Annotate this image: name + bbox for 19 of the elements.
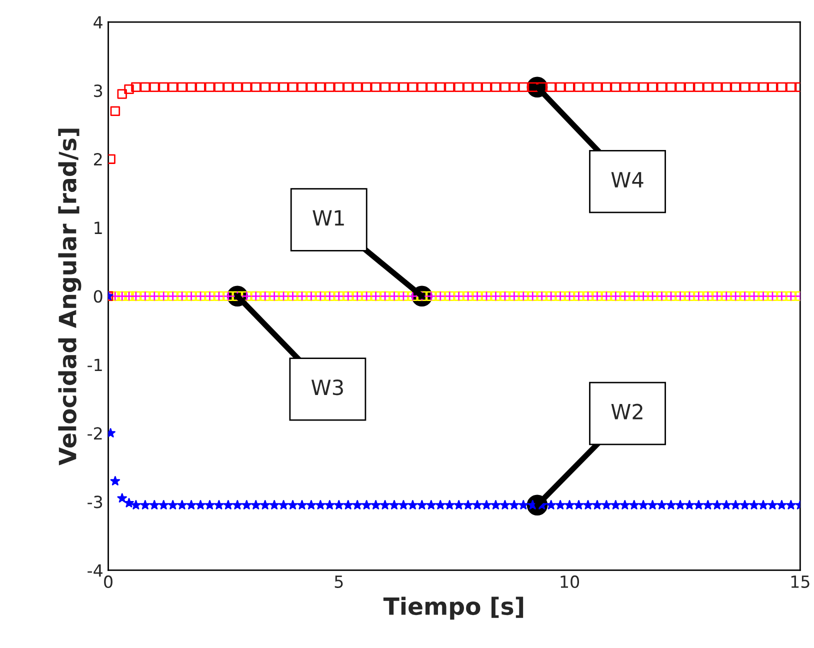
annotation: W3 (311, 379, 343, 396)
annotation: W4 (611, 172, 644, 188)
y-tick-label: -3 (88, 496, 102, 508)
x-tick-label: 0 (104, 575, 112, 588)
y-tick-label: 0 (94, 290, 102, 303)
x-tick-label: 10 (560, 575, 580, 588)
y-tick-label: 3 (94, 84, 102, 98)
y-tick-label: 2 (94, 153, 102, 166)
x-axis-title: Tiempo [s] (383, 596, 524, 620)
x-tick-label: 15 (791, 576, 810, 588)
y-tick-label: -2 (88, 427, 102, 440)
annotation: W2 (611, 404, 642, 420)
y-tick-label: 4 (94, 16, 102, 28)
annotation: W1 (312, 210, 344, 226)
y-axis-title: Velocidad Angular [rad/s] (58, 128, 82, 466)
y-tick-label: -4 (88, 564, 102, 577)
x-tick-label: 5 (334, 576, 343, 588)
y-tick-label: -1 (88, 358, 102, 371)
y-tick-label: 1 (94, 222, 102, 234)
